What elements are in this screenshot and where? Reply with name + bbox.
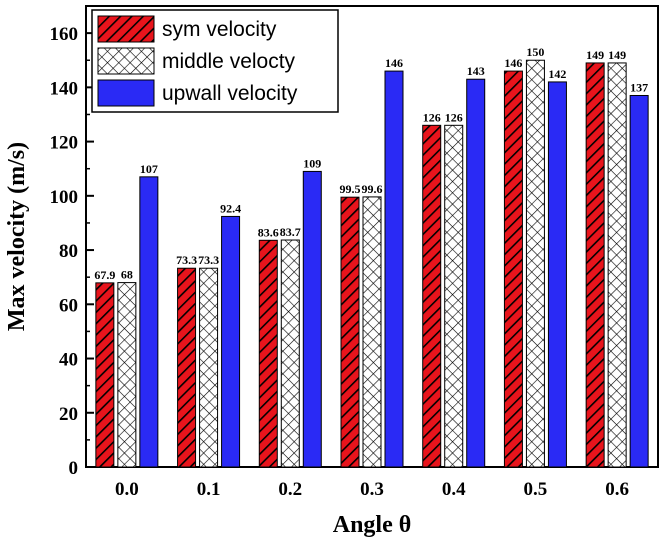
- data-label: 137: [630, 80, 648, 94]
- data-label: 150: [526, 45, 544, 59]
- y-tick-label: 140: [50, 78, 79, 99]
- y-axis: 0 20 40 60 80 100 120 140 160: [50, 24, 94, 479]
- data-label: 149: [608, 48, 626, 62]
- bar-middle-velocty-0.6: [607, 62, 627, 468]
- bar-upwall-velocity-0.2: [302, 170, 322, 468]
- y-tick-label: 160: [50, 24, 79, 45]
- bar-middle-velocty-0.1: [199, 267, 219, 468]
- bar-upwall-velocity-0.1: [221, 215, 241, 468]
- bar-sym-velocity-0.2: [258, 239, 278, 468]
- bar-middle-velocty-0.2: [280, 239, 300, 468]
- x-tick-label: 0.6: [605, 479, 629, 500]
- data-label: 68: [121, 268, 133, 282]
- data-label: 83.7: [280, 225, 301, 239]
- x-axis: 0.0 0.1 0.2 0.3 0.4 0.5 0.6: [115, 459, 629, 500]
- x-tick-label: 0.1: [197, 479, 221, 500]
- y-tick-label: 40: [59, 350, 78, 371]
- y-axis-title: Max velocity (m/s): [4, 142, 30, 331]
- data-label: 109: [303, 156, 321, 170]
- y-tick-label: 100: [50, 187, 79, 208]
- x-tick-label: 0.2: [278, 479, 302, 500]
- data-label: 143: [467, 64, 485, 78]
- bar-upwall-velocity-0.0: [139, 176, 159, 468]
- data-label: 146: [385, 56, 403, 70]
- data-label: 99.5: [340, 182, 361, 196]
- data-label: 107: [140, 162, 158, 176]
- bar-sym-velocity-0.5: [503, 70, 523, 468]
- x-tick-label: 0.4: [442, 479, 466, 500]
- data-label: 126: [423, 110, 441, 124]
- bar-middle-velocty-0.4: [444, 124, 464, 468]
- bar-sym-velocity-0.3: [340, 196, 360, 468]
- legend-swatch: [97, 47, 155, 75]
- bar-sym-velocity-0.0: [95, 282, 115, 468]
- y-tick-label: 0: [69, 458, 79, 479]
- legend: sym velocity middle velocty upwall velocit…: [91, 9, 339, 113]
- data-label: 92.4: [220, 201, 241, 215]
- bar-middle-velocty-0.3: [362, 196, 382, 468]
- data-label: 99.6: [362, 182, 383, 196]
- legend-label: middle velocty: [162, 50, 296, 73]
- data-label: 142: [548, 67, 566, 81]
- legend-label: upwall velocity: [162, 82, 298, 105]
- y-tick-label: 80: [59, 241, 78, 262]
- data-label: 149: [586, 48, 604, 62]
- x-tick-label: 0.0: [115, 479, 139, 500]
- data-label: 73.3: [176, 253, 197, 267]
- bars: [95, 59, 649, 468]
- bar-upwall-velocity-0.5: [547, 81, 567, 468]
- data-label: 73.3: [198, 253, 219, 267]
- bar-sym-velocity-0.1: [177, 267, 197, 468]
- legend-label: sym velocity: [162, 18, 277, 41]
- data-label: 83.6: [258, 225, 279, 239]
- bar-middle-velocty-0.5: [525, 59, 545, 468]
- y-tick-label: 60: [59, 295, 78, 316]
- bar-upwall-velocity-0.3: [384, 70, 404, 468]
- x-tick-label: 0.5: [524, 479, 548, 500]
- data-label: 126: [445, 110, 463, 124]
- y-tick-label: 120: [50, 133, 79, 154]
- data-label: 146: [504, 56, 522, 70]
- bar-middle-velocty-0.0: [117, 282, 137, 468]
- bar-sym-velocity-0.6: [585, 62, 605, 468]
- data-labels: 67.9 73.3 83.6 99.5 126 146 149 68 73.3 83.7 99.6 1…: [94, 45, 648, 282]
- bar-upwall-velocity-0.4: [466, 78, 486, 468]
- x-axis-title: Angle θ: [333, 512, 412, 538]
- bar-sym-velocity-0.4: [422, 124, 442, 468]
- legend-swatch: [97, 79, 155, 107]
- x-tick-label: 0.3: [360, 479, 384, 500]
- data-label: 67.9: [94, 268, 115, 282]
- legend-swatch: [97, 15, 155, 43]
- y-tick-label: 20: [59, 404, 78, 425]
- bar-upwall-velocity-0.6: [629, 94, 649, 468]
